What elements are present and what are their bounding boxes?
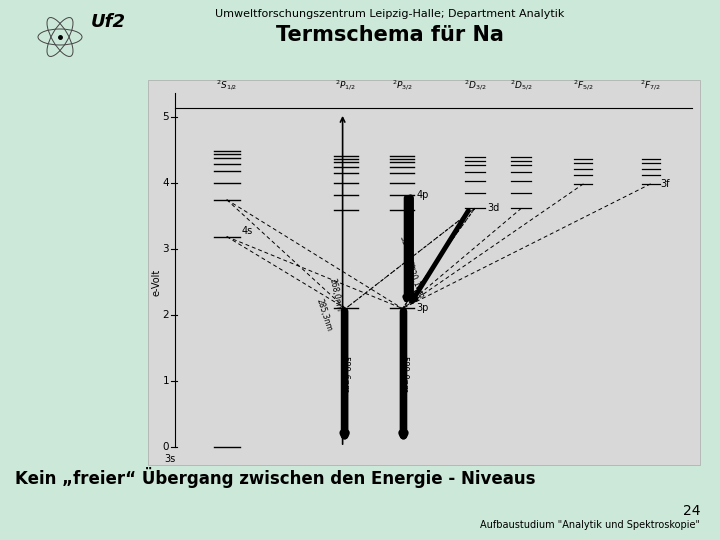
Text: Kein „freier“ Übergang zwischen den Energie - Niveaus: Kein „freier“ Übergang zwischen den Ener… bbox=[15, 468, 536, 489]
Text: 3d: 3d bbox=[487, 203, 499, 213]
Text: 3p: 3p bbox=[416, 303, 429, 314]
Text: $^2F_{7/2}$: $^2F_{7/2}$ bbox=[640, 79, 661, 93]
Text: 3: 3 bbox=[163, 244, 169, 254]
Text: 589,0nm: 589,0nm bbox=[399, 356, 408, 393]
Text: Umweltforschungszentrum Leipzig-Halle; Department Analytik: Umweltforschungszentrum Leipzig-Halle; D… bbox=[215, 9, 564, 19]
Text: 5: 5 bbox=[163, 112, 169, 122]
Text: Uf2: Uf2 bbox=[91, 13, 125, 31]
Text: Termschema für Na: Termschema für Na bbox=[276, 25, 504, 45]
Text: 589,6nm: 589,6nm bbox=[340, 356, 349, 393]
Text: $^2P_{1/2}$: $^2P_{1/2}$ bbox=[335, 79, 356, 93]
Text: 330,1nm: 330,1nm bbox=[405, 265, 426, 300]
Text: Aufbaustudium "Analytik und Spektroskopie": Aufbaustudium "Analytik und Spektroskopi… bbox=[480, 520, 700, 530]
Text: $^2S_{1/2}$: $^2S_{1/2}$ bbox=[216, 79, 238, 93]
Text: 285,3nm: 285,3nm bbox=[314, 298, 333, 333]
Text: 268,0nm: 268,0nm bbox=[328, 278, 343, 313]
Text: 24: 24 bbox=[683, 504, 700, 518]
Text: 2: 2 bbox=[163, 310, 169, 320]
Text: 4p: 4p bbox=[416, 190, 429, 200]
Text: $^2D_{5/2}$: $^2D_{5/2}$ bbox=[510, 79, 533, 93]
Text: 330,2nm: 330,2nm bbox=[398, 235, 417, 270]
Text: 3f: 3f bbox=[661, 179, 670, 189]
Text: e-Volt: e-Volt bbox=[152, 268, 162, 296]
Text: 4: 4 bbox=[163, 178, 169, 188]
Text: 4s: 4s bbox=[242, 226, 253, 235]
Text: 0: 0 bbox=[163, 442, 169, 452]
Text: $^2F_{5/2}$: $^2F_{5/2}$ bbox=[573, 79, 594, 93]
Text: $^2D_{3/2}$: $^2D_{3/2}$ bbox=[464, 79, 486, 93]
Bar bbox=[148, 80, 700, 465]
Text: 3s: 3s bbox=[164, 454, 176, 464]
Text: $^2P_{3/2}$: $^2P_{3/2}$ bbox=[392, 79, 413, 93]
Text: 1: 1 bbox=[163, 376, 169, 386]
